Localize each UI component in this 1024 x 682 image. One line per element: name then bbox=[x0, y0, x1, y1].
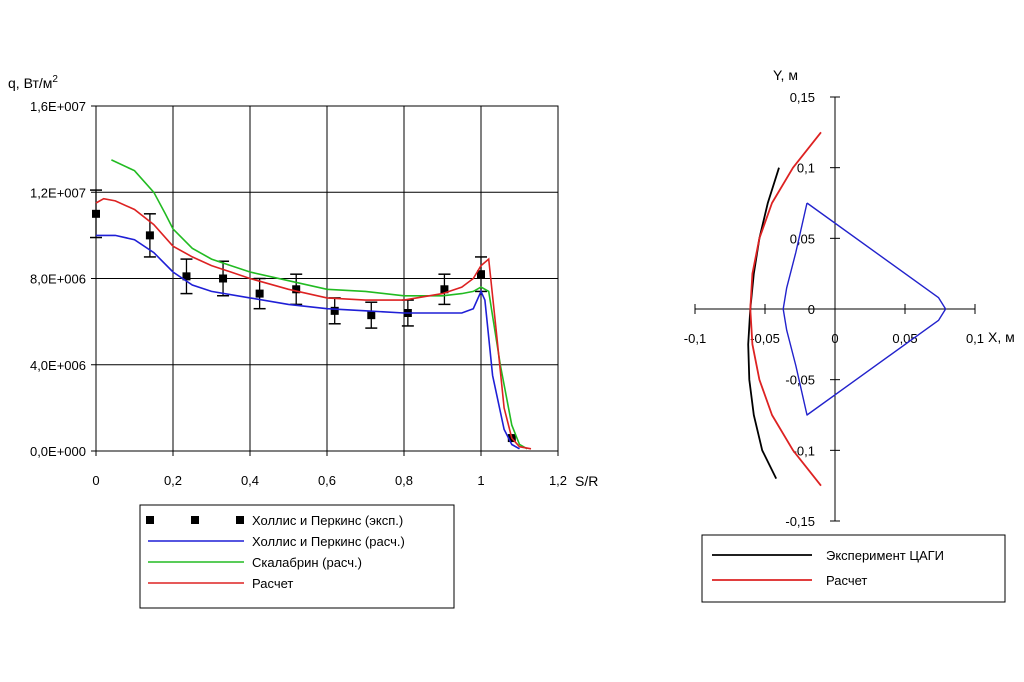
legend-label: Холлис и Перкинс (расч.) bbox=[252, 534, 405, 549]
x-tick-label: 0,8 bbox=[395, 473, 413, 488]
series-line-0 bbox=[747, 167, 780, 479]
y-tick-label: -0,05 bbox=[785, 373, 815, 388]
data-point bbox=[330, 306, 339, 315]
x-tick-label: 0,1 bbox=[966, 331, 984, 346]
x-tick-label: 1 bbox=[477, 473, 484, 488]
heat-flux-chart: 0 0,2 0,4 0,6 0,8 1 1,2 0,0E+000 4,0E+006 8,0E+00… bbox=[8, 74, 598, 609]
data-point bbox=[145, 231, 154, 240]
data-point bbox=[182, 272, 191, 281]
y-tick-label: -0,1 bbox=[793, 443, 815, 458]
legend-marker bbox=[146, 516, 154, 524]
data-point bbox=[477, 270, 485, 279]
y-axis-label: q, Вт/м2 bbox=[8, 74, 58, 91]
legend: Холлис и Перкинс (эксп.) Холлис и Перкинс… bbox=[139, 504, 455, 609]
y-tick-label: 0,15 bbox=[790, 90, 815, 105]
y-tick-label: 1,6E+007 bbox=[30, 99, 86, 114]
data-point bbox=[292, 285, 301, 294]
x-tick-label: 0,2 bbox=[164, 473, 182, 488]
legend-label: Расчет bbox=[252, 576, 293, 591]
series-line-3 bbox=[95, 197, 532, 450]
x-axis-label: X, м bbox=[988, 329, 1015, 345]
x-tick-label: 0 bbox=[92, 473, 99, 488]
legend-label: Эксперимент ЦАГИ bbox=[826, 548, 944, 563]
x-tick-label: 0,6 bbox=[318, 473, 336, 488]
x-tick-label: 0 bbox=[831, 331, 838, 346]
y-tick-label: 0,0E+000 bbox=[30, 444, 86, 459]
y-axis-label: Y, м bbox=[773, 67, 798, 83]
legend-marker bbox=[191, 516, 199, 524]
data-point bbox=[219, 274, 228, 283]
x-tick-label: 0,4 bbox=[241, 473, 259, 488]
x-tick-label: -0,1 bbox=[684, 331, 706, 346]
y-tick-label: -0,15 bbox=[785, 514, 815, 529]
y-tick-label: 8,0E+006 bbox=[30, 272, 86, 287]
contour-chart: -0,1 -0,05 0 0,05 0,1 -0,15 -0,1 -0,05 0 0,05 0,1 0… bbox=[684, 67, 1015, 603]
x-tick-label: -0,05 bbox=[750, 331, 780, 346]
legend-label: Расчет bbox=[826, 573, 867, 588]
data-point bbox=[255, 289, 264, 298]
legend-label: Скалабрин (расч.) bbox=[252, 555, 362, 570]
series-line-1 bbox=[749, 131, 822, 487]
y-tick-label: 1,2E+007 bbox=[30, 185, 86, 200]
series-line-2 bbox=[111, 159, 528, 450]
y-tick-label: 0 bbox=[808, 302, 815, 317]
legend-marker bbox=[236, 516, 244, 524]
y-tick-label: 0,1 bbox=[797, 161, 815, 176]
x-tick-label: 0,05 bbox=[892, 331, 917, 346]
series-line-1 bbox=[96, 234, 520, 450]
x-tick-label: 1,2 bbox=[549, 473, 567, 488]
legend-label: Холлис и Перкинс (эксп.) bbox=[252, 513, 403, 528]
data-point bbox=[92, 209, 100, 218]
data-point bbox=[367, 311, 376, 320]
y-tick-label: 0,05 bbox=[790, 231, 815, 246]
legend: Эксперимент ЦАГИ Расчет bbox=[701, 534, 1006, 603]
legend-frame bbox=[701, 534, 1006, 603]
y-tick-label: 4,0E+006 bbox=[30, 358, 86, 373]
data-point bbox=[440, 285, 449, 294]
series-line-2 bbox=[782, 202, 947, 416]
x-axis-label: S/R bbox=[575, 473, 598, 489]
